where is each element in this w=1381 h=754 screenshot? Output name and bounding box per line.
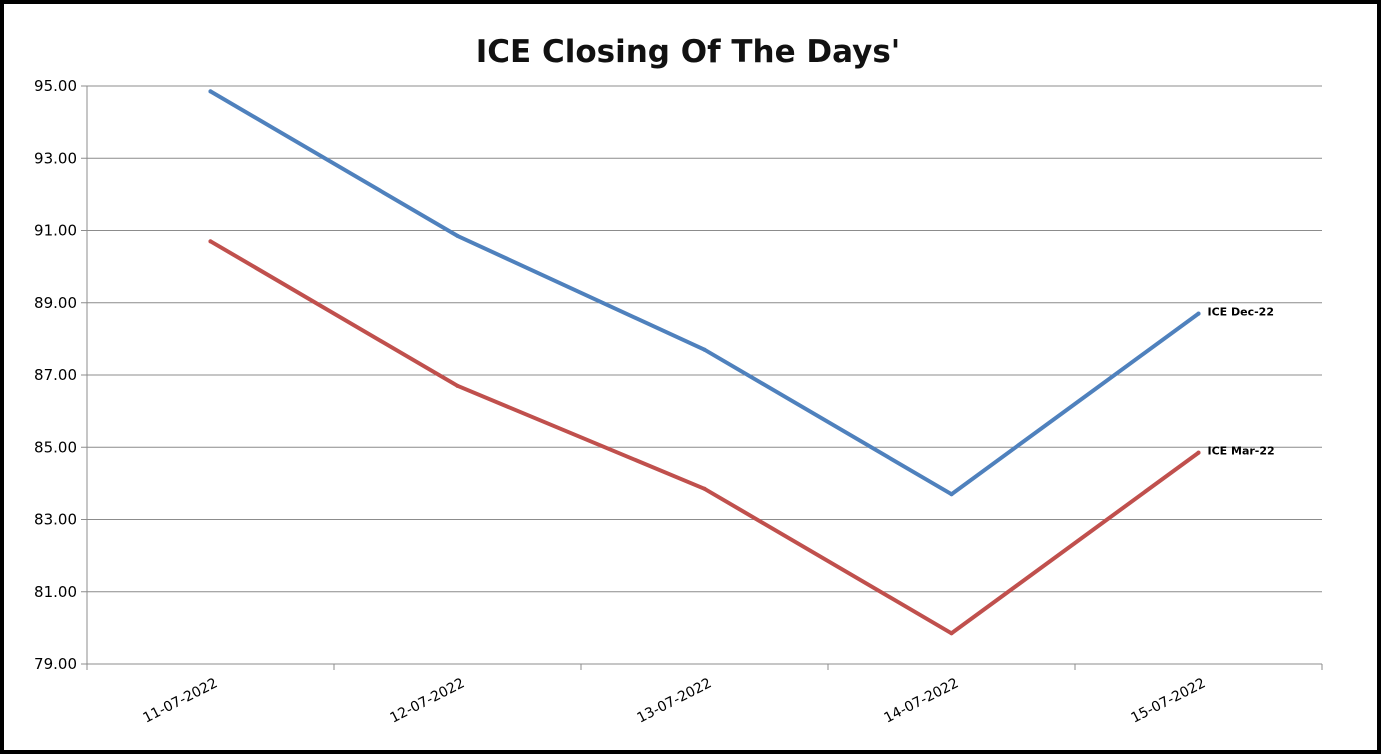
data-point: [208, 239, 213, 244]
data-point: [949, 631, 954, 636]
x-tick-label: 12-07-2022: [388, 675, 468, 726]
y-tick-label: 89.00: [34, 294, 77, 312]
data-point: [455, 233, 460, 238]
series-line-0: [208, 89, 1201, 497]
data-point: [1196, 450, 1201, 455]
series-lines: [208, 89, 1201, 636]
data-point: [702, 347, 707, 352]
x-axis: 11-07-2022 12-07-2022 13-07-2022 14-07-2022…: [86, 663, 1323, 727]
data-point: [455, 383, 460, 388]
series-labels: ICE Dec-22 ICE Mar-22: [1208, 306, 1275, 458]
data-point: [208, 89, 213, 94]
data-point: [702, 486, 707, 491]
series-label: ICE Dec-22: [1208, 306, 1275, 319]
y-axis: 95.00 93.00 91.00 89.00 87.00 85.00 83.00 81.00…: [34, 77, 88, 673]
series-line-1: [208, 239, 1201, 636]
y-tick-label: 79.00: [34, 655, 77, 673]
x-tick-label: 15-07-2022: [1129, 675, 1209, 726]
x-tick-label: 11-07-2022: [141, 675, 221, 726]
y-tick-label: 83.00: [34, 511, 77, 529]
data-point: [1196, 311, 1201, 316]
chart-title: ICE Closing Of The Days': [476, 34, 901, 70]
y-tick-label: 87.00: [34, 366, 77, 384]
data-point: [949, 492, 954, 497]
line-chart: ICE Closing Of The Days' 95.00 93.00 91.00…: [34, 34, 1323, 727]
gridlines: [87, 85, 1322, 665]
y-tick-label: 93.00: [34, 149, 77, 167]
x-tick-label: 14-07-2022: [882, 675, 962, 726]
y-tick-label: 85.00: [34, 438, 77, 456]
x-tick-label: 13-07-2022: [635, 675, 715, 726]
y-tick-label: 95.00: [34, 77, 77, 95]
series-label: ICE Mar-22: [1208, 445, 1275, 458]
y-tick-label: 81.00: [34, 583, 77, 601]
y-tick-label: 91.00: [34, 222, 77, 240]
